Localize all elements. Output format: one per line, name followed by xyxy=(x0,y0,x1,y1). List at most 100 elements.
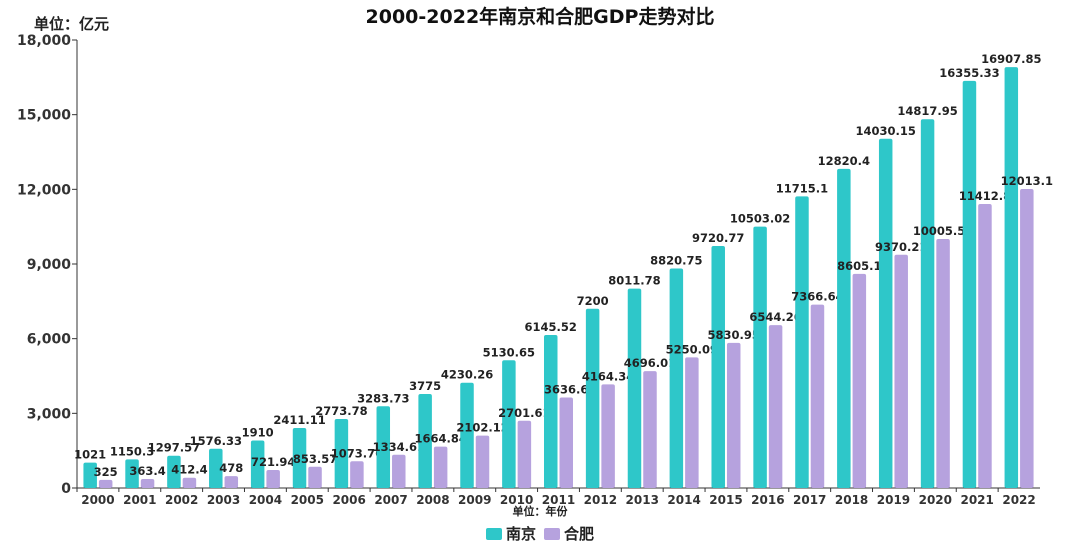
bar-hefei-2012 xyxy=(601,384,615,488)
x-tick-label: 2016 xyxy=(751,493,784,507)
data-label-hefei-2003: 478 xyxy=(219,461,243,475)
data-label-hefei-2011: 3636.6 xyxy=(544,382,588,396)
data-label-hefei-2017: 7366.64 xyxy=(791,290,843,304)
data-label-nanjing-2001: 1150.3 xyxy=(110,444,154,458)
x-tick-label: 2009 xyxy=(458,493,491,507)
data-label-nanjing-2014: 8820.75 xyxy=(650,253,702,267)
x-tick-label: 2021 xyxy=(960,493,993,507)
y-tick-label: 6,000 xyxy=(27,332,72,348)
bar-nanjing-2017 xyxy=(795,196,809,488)
x-tick-label: 2001 xyxy=(123,493,156,507)
x-tick-label: 2007 xyxy=(374,493,407,507)
bar-nanjing-2009 xyxy=(460,382,474,488)
data-label-hefei-2007: 1334.61 xyxy=(373,440,425,454)
bar-hefei-2001 xyxy=(140,478,155,488)
data-label-nanjing-2007: 3283.73 xyxy=(357,391,409,405)
bar-nanjing-2006 xyxy=(334,418,349,488)
bar-hefei-2000 xyxy=(98,479,113,488)
bar-nanjing-2003 xyxy=(209,448,223,488)
bar-nanjing-2020 xyxy=(920,119,935,488)
data-label-nanjing-2010: 5130.65 xyxy=(483,345,535,359)
data-label-hefei-2014: 5250.09 xyxy=(666,342,718,356)
data-label-hefei-2010: 2701.61 xyxy=(498,406,550,420)
bar-hefei-2009 xyxy=(475,435,490,488)
data-label-hefei-2002: 412.4 xyxy=(171,463,207,477)
data-label-hefei-2020: 10005.56 xyxy=(913,224,973,238)
data-label-hefei-2009: 2102.12 xyxy=(456,421,508,435)
data-label-hefei-2006: 1073.76 xyxy=(331,446,383,460)
data-label-nanjing-2003: 1576.33 xyxy=(190,434,242,448)
x-tick-label: 2010 xyxy=(500,493,533,507)
bar-hefei-2014 xyxy=(685,357,699,488)
y-tick-label: 15,000 xyxy=(17,108,71,124)
y-tick-label: 0 xyxy=(61,481,71,497)
bar-nanjing-2007 xyxy=(376,406,391,488)
chart-title: 2000-2022年南京和合肥GDP走势对比 xyxy=(365,6,715,28)
x-tick-label: 2005 xyxy=(291,493,324,507)
y-tick-label: 18,000 xyxy=(17,33,71,49)
data-label-nanjing-2011: 6145.52 xyxy=(525,320,577,334)
data-label-hefei-2013: 4696.01 xyxy=(624,356,676,370)
data-label-nanjing-2009: 4230.26 xyxy=(441,368,493,382)
bar-nanjing-2001 xyxy=(125,459,139,488)
bar-nanjing-2019 xyxy=(878,138,893,488)
bar-hefei-2008 xyxy=(433,446,448,488)
y-tick-label: 12,000 xyxy=(17,182,71,198)
bar-hefei-2022 xyxy=(1020,189,1034,488)
bar-hefei-2016 xyxy=(768,325,783,488)
x-tick-label: 2003 xyxy=(207,493,240,507)
data-label-nanjing-2018: 12820.4 xyxy=(818,154,870,168)
bar-nanjing-2013 xyxy=(627,288,642,488)
bar-hefei-2018 xyxy=(852,273,867,488)
bar-hefei-2004 xyxy=(266,470,280,488)
legend-swatch-nanjing xyxy=(485,527,502,540)
x-axis-unit-label: 单位：年份 xyxy=(512,505,568,518)
bar-hefei-2020 xyxy=(936,238,950,488)
x-tick-label: 2018 xyxy=(835,493,868,507)
data-label-nanjing-2019: 14030.15 xyxy=(856,124,916,138)
bar-nanjing-2008 xyxy=(418,394,432,488)
data-label-nanjing-2006: 2773.78 xyxy=(315,404,367,418)
bar-hefei-2013 xyxy=(643,371,657,488)
data-label-hefei-2004: 721.94 xyxy=(251,455,295,469)
x-tick-label: 2015 xyxy=(709,493,742,507)
data-label-hefei-2000: 325 xyxy=(94,465,118,479)
bar-hefei-2011 xyxy=(559,397,573,488)
x-tick-label: 2014 xyxy=(667,493,700,507)
legend-item-nanjing[interactable]: 南京 xyxy=(485,523,536,544)
data-label-nanjing-2000: 1021 xyxy=(74,448,106,462)
x-tick-label: 2019 xyxy=(877,493,910,507)
bar-nanjing-2010 xyxy=(502,360,516,488)
data-label-hefei-2001: 363.4 xyxy=(129,464,165,478)
data-label-nanjing-2017: 11715.1 xyxy=(776,181,828,195)
data-label-nanjing-2015: 9720.77 xyxy=(692,231,744,245)
bar-hefei-2010 xyxy=(517,420,532,488)
data-label-nanjing-2005: 2411.11 xyxy=(273,413,325,427)
x-tick-label: 2000 xyxy=(81,493,114,507)
x-tick-label: 2012 xyxy=(584,493,617,507)
x-tick-label: 2013 xyxy=(626,493,659,507)
data-label-hefei-2015: 5830.95 xyxy=(708,328,760,342)
legend-swatch-hefei xyxy=(544,527,560,540)
data-label-nanjing-2013: 8011.78 xyxy=(608,274,660,288)
bar-hefei-2006 xyxy=(350,461,364,488)
data-label-nanjing-2016: 10503.02 xyxy=(730,212,790,226)
x-tick-label: 2020 xyxy=(919,493,952,507)
bar-hefei-2021 xyxy=(978,203,992,488)
data-label-nanjing-2012: 7200 xyxy=(577,294,609,308)
y-tick-label: 3,000 xyxy=(27,406,72,422)
bar-nanjing-2018 xyxy=(837,168,851,488)
bar-hefei-2015 xyxy=(726,342,741,488)
data-label-nanjing-2022: 16907.85 xyxy=(981,52,1041,66)
legend-item-hefei[interactable]: 合肥 xyxy=(544,523,594,544)
x-tick-label: 2022 xyxy=(1002,493,1035,507)
data-label-hefei-2012: 4164.34 xyxy=(582,369,634,383)
data-label-hefei-2019: 9370.21 xyxy=(875,240,927,254)
bar-hefei-2002 xyxy=(182,477,197,488)
legend: 南京 合肥 xyxy=(0,523,1080,544)
bar-nanjing-2000 xyxy=(83,462,97,488)
x-tick-label: 2008 xyxy=(416,493,449,507)
bar-nanjing-2002 xyxy=(167,455,181,488)
x-tick-label: 2002 xyxy=(165,493,198,507)
bar-nanjing-2014 xyxy=(669,268,684,488)
